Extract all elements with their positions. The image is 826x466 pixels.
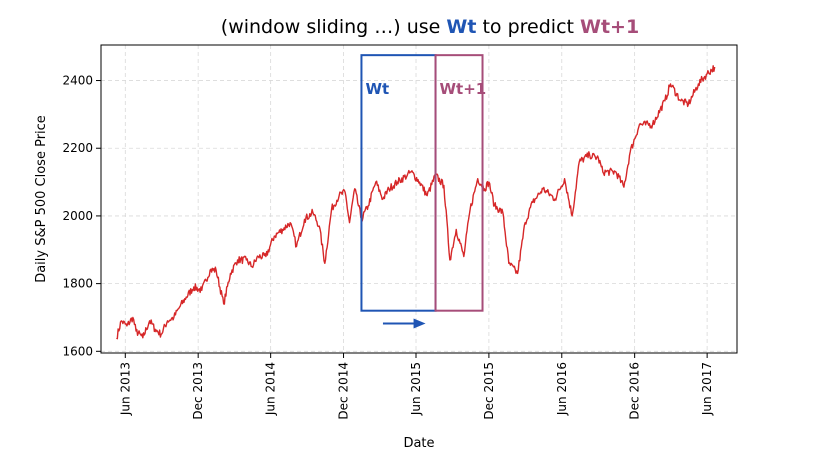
y-axis-title: Daily S&P 500 Close Price — [34, 115, 49, 283]
tick-layer: 1600 1800 2000 2200 2400 Jun 2013 Dec 2013 Jun … — [62, 74, 714, 420]
window-wt1-box — [434, 54, 484, 312]
title-wt1: Wt+1 — [580, 16, 639, 38]
x-tick-label: Jun 2014 — [264, 362, 278, 416]
x-axis-title: Date — [403, 436, 434, 451]
title-middle: to predict — [476, 16, 580, 38]
y-tick-label: 2000 — [62, 209, 93, 223]
plot-frame — [100, 44, 738, 354]
y-tick-label: 1600 — [62, 344, 93, 358]
x-tick-label: Jun 2013 — [118, 362, 132, 416]
chart-title: (window sliding …) use Wt to predict Wt+… — [221, 16, 639, 38]
slide-arrow-head — [413, 318, 426, 329]
window-wt-label: Wt — [365, 80, 389, 98]
y-tick-label: 2400 — [62, 74, 93, 88]
series-layer — [116, 65, 716, 340]
price-series-line — [116, 65, 716, 340]
x-tick-label: Jun 2015 — [409, 362, 423, 416]
y-tick-label: 1800 — [62, 277, 93, 291]
x-tick-label: Dec 2014 — [337, 362, 351, 420]
x-tick-label: Dec 2016 — [628, 362, 642, 420]
x-tick-label: Jun 2016 — [555, 362, 569, 416]
x-tick-label: Dec 2015 — [482, 362, 496, 420]
y-tick-label: 2200 — [62, 141, 93, 155]
grid-layer — [101, 45, 737, 353]
title-prefix: (window sliding …) use — [221, 16, 447, 38]
window-wt1-label: Wt+1 — [440, 80, 487, 98]
window-layer: Wt Wt+1 — [360, 54, 487, 329]
x-tick-label: Jun 2017 — [700, 362, 714, 416]
title-wt: Wt — [446, 16, 476, 38]
x-tick-label: Dec 2013 — [191, 362, 205, 420]
